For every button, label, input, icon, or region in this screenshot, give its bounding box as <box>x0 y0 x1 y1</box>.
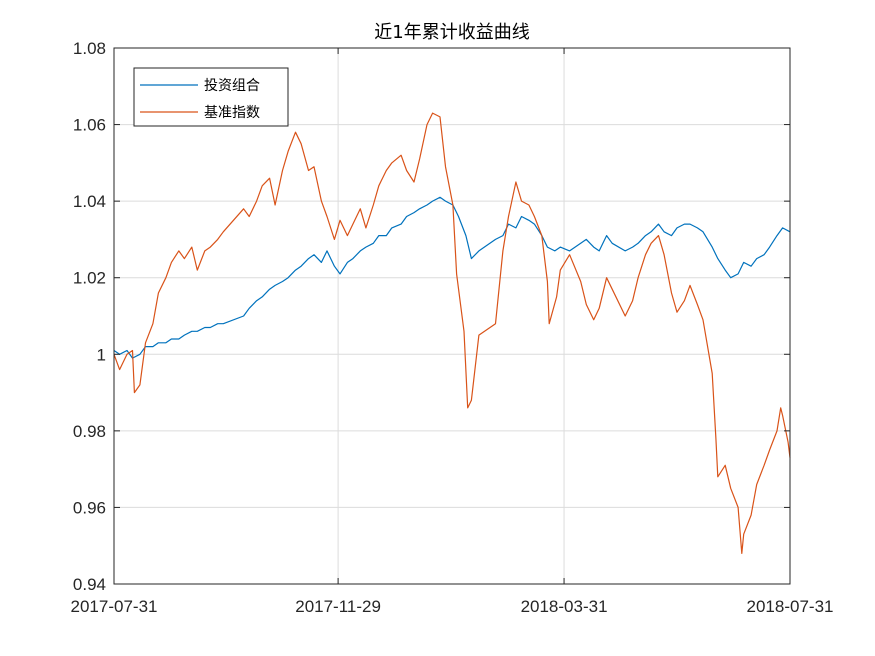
y-tick-label: 1.04 <box>73 192 106 211</box>
y-tick-label: 0.98 <box>73 422 106 441</box>
y-tick-labels: 0.94 0.96 0.98 1 1.02 1.04 1.06 1.08 <box>73 39 106 594</box>
legend: 投资组合 基准指数 <box>133 67 289 127</box>
plot-area <box>114 48 790 584</box>
x-tick-label: 2017-11-29 <box>295 597 381 616</box>
series-line-benchmark <box>113 112 791 555</box>
legend-label-benchmark: 基准指数 <box>204 104 260 121</box>
y-tick-label: 0.96 <box>73 498 106 517</box>
y-tick-label: 1.06 <box>73 116 106 135</box>
y-tick-label: 1 <box>97 345 106 364</box>
y-tick-label: 0.94 <box>73 575 106 594</box>
x-tick-label: 2018-07-31 <box>747 597 834 616</box>
x-tick-label: 2017-07-31 <box>71 597 158 616</box>
series-layer <box>113 112 791 555</box>
chart-title: 近1年累计收益曲线 <box>374 22 529 43</box>
plot-frame <box>113 47 791 585</box>
y-tick-label: 1.02 <box>73 269 106 288</box>
legend-label-portfolio: 投资组合 <box>204 78 260 94</box>
axes-ticks <box>113 47 791 585</box>
y-tick-label: 1.08 <box>73 39 106 58</box>
series-line-portfolio <box>113 196 791 359</box>
x-tick-labels: 2017-07-31 2017-11-29 2018-03-31 2018-07-31 <box>71 597 834 616</box>
x-tick-label: 2018-03-31 <box>521 597 608 616</box>
legend-box <box>133 67 289 127</box>
